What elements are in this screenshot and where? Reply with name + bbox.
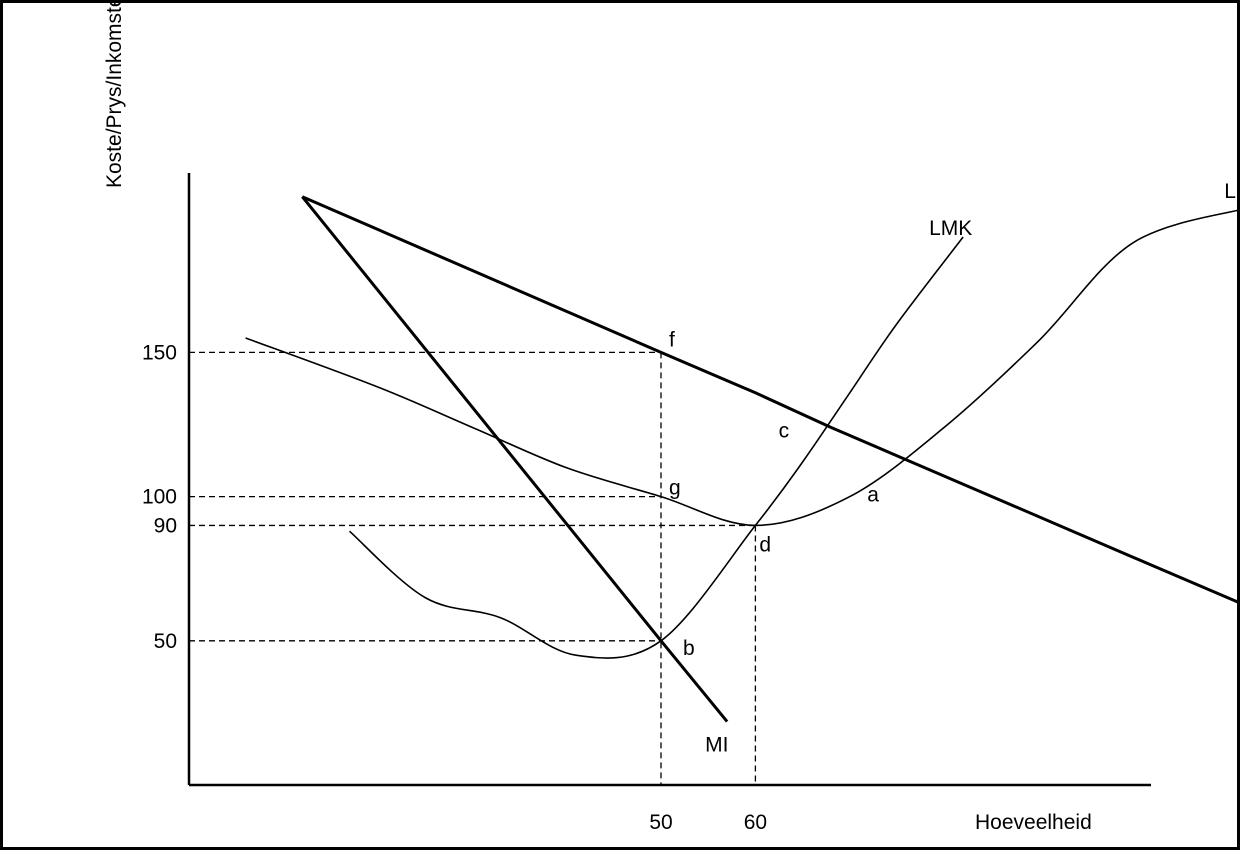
curve-label-lmk: LMK bbox=[929, 217, 972, 240]
y-tick-label: 100 bbox=[142, 486, 177, 509]
curves bbox=[245, 195, 1240, 723]
x-tick-label: 50 bbox=[649, 811, 672, 834]
point-label-d: d bbox=[759, 533, 771, 556]
curve-label-lgk: LGK bbox=[1224, 180, 1240, 203]
curve-lmk bbox=[348, 236, 964, 659]
reference-lines bbox=[189, 351, 757, 785]
curve-labels: VV/GIMILGKLMK bbox=[705, 180, 1240, 756]
curve-mi bbox=[301, 195, 729, 723]
x-axis-label: Hoeveelheid bbox=[975, 811, 1092, 834]
x-tick-label: 60 bbox=[744, 811, 767, 834]
y-axis-label: Koste/Prys/Inkomste bbox=[103, 3, 126, 188]
point-label-b: b bbox=[683, 637, 695, 660]
curve-label-mi: MI bbox=[705, 734, 728, 757]
y-tick-label: 50 bbox=[154, 630, 177, 653]
y-tick-label: 90 bbox=[154, 514, 177, 537]
curve-lgk bbox=[245, 209, 1240, 527]
point-label-f: f bbox=[669, 328, 675, 351]
point-label-g: g bbox=[669, 477, 681, 500]
curve-vv-gi bbox=[301, 195, 1240, 605]
y-tick-label: 150 bbox=[142, 341, 177, 364]
tick-labels: 150 100 90 50 50 60 bbox=[142, 341, 767, 834]
point-label-c: c bbox=[779, 420, 790, 443]
point-label-a: a bbox=[867, 484, 879, 507]
point-labels: f c g a d b bbox=[669, 328, 879, 659]
